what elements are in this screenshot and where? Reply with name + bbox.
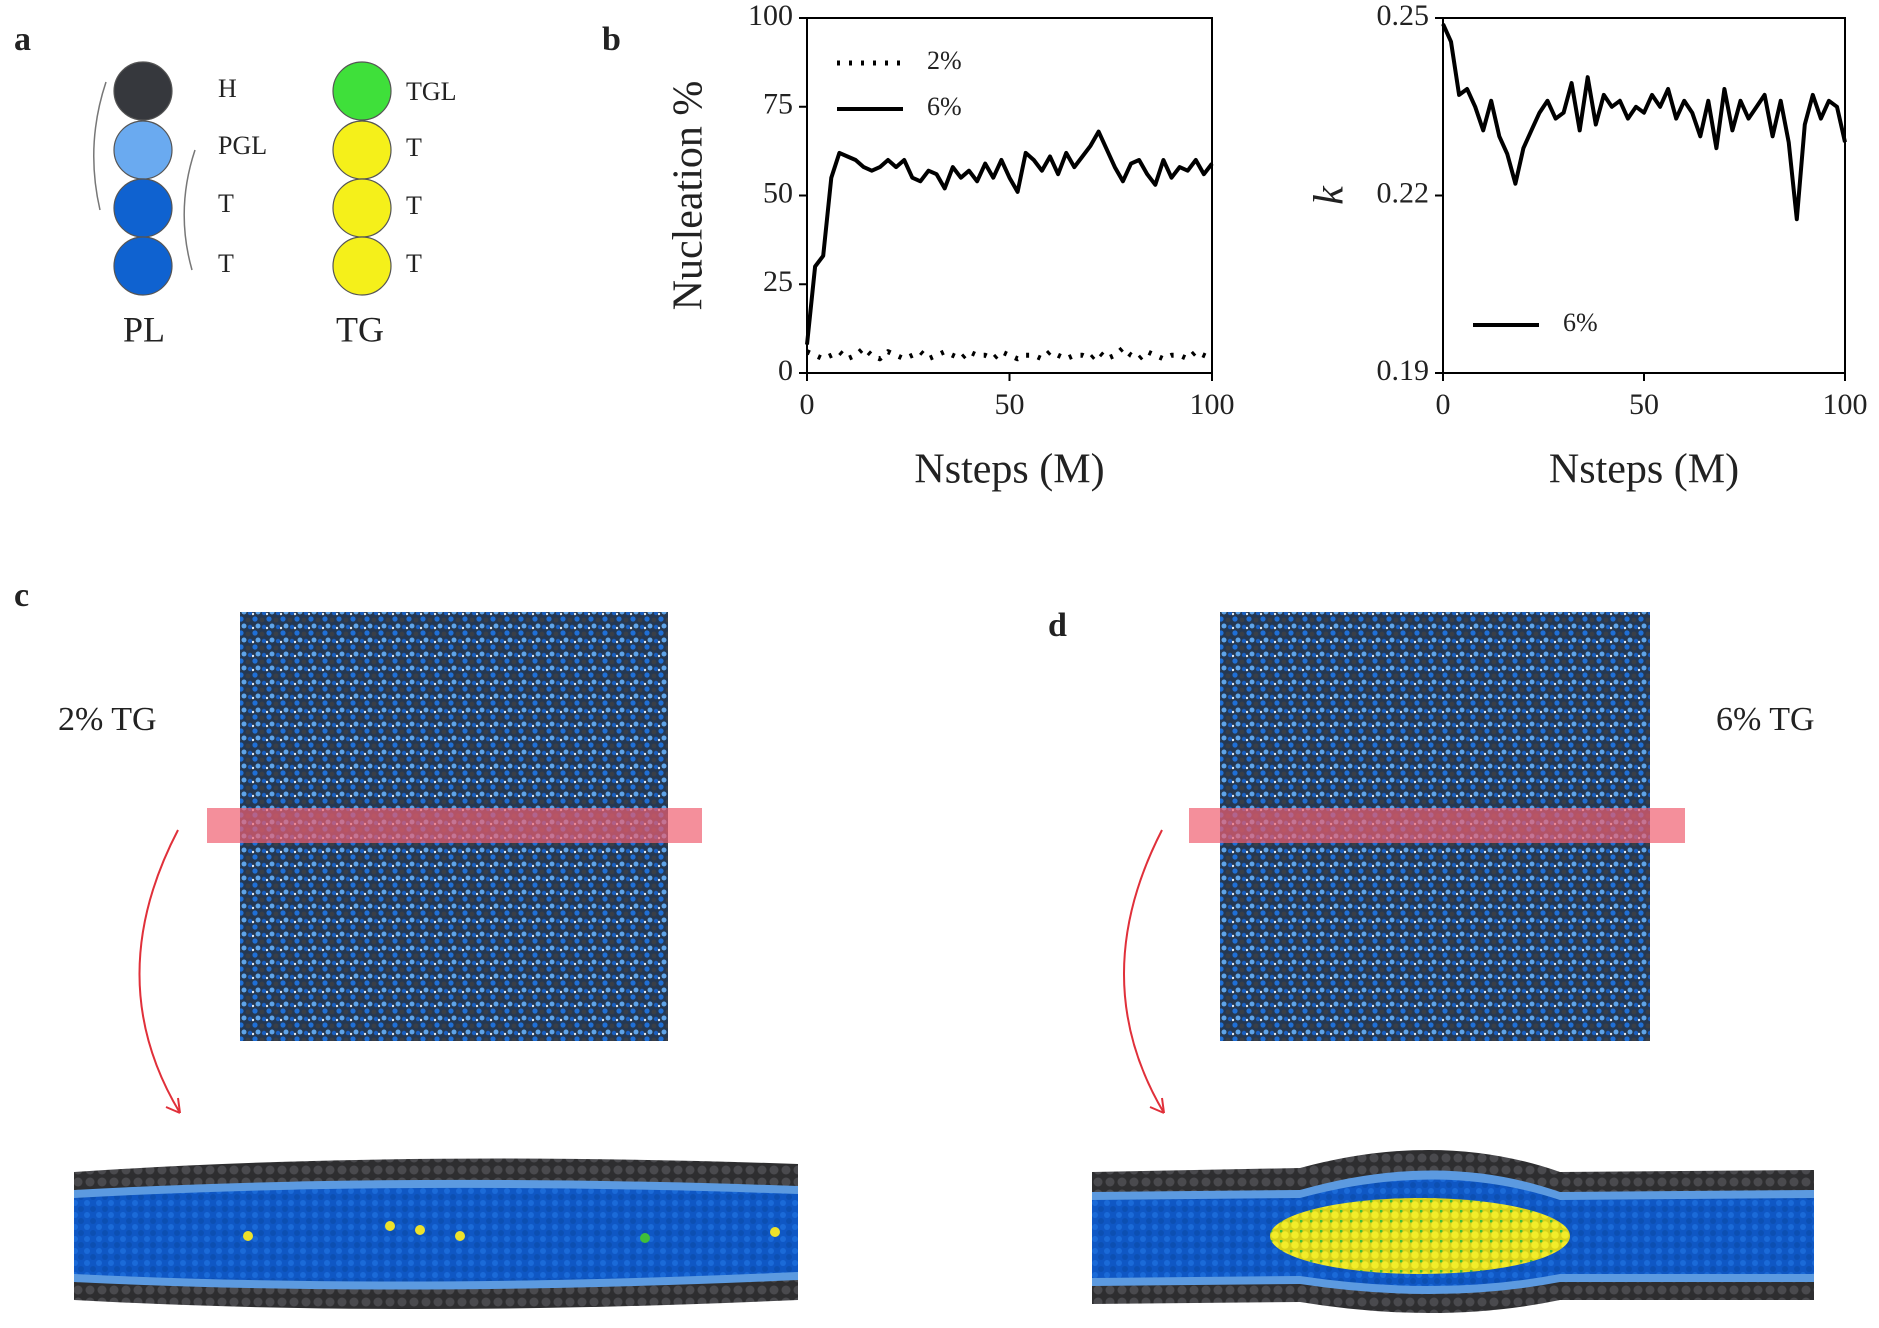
bead-label: TGL	[406, 77, 457, 106]
arrow-head	[1149, 1097, 1165, 1114]
bead-label: T	[218, 189, 234, 218]
plot-frame	[806, 17, 1213, 374]
x-tick-label: 0	[1436, 388, 1451, 421]
panel-label: a	[14, 21, 31, 58]
arrow	[138, 829, 181, 1114]
y-tick-label: 75	[763, 88, 793, 121]
molecule-label: PL	[123, 309, 165, 349]
panel-label: d	[1048, 607, 1067, 644]
slice-band	[207, 808, 702, 843]
y-tick-label: 0.22	[1377, 176, 1430, 209]
y-tick-label: 0.19	[1377, 354, 1430, 387]
bead-label: T	[406, 249, 422, 278]
charts: 0 25 50 75 100 0 50 100 Nsteps (M) Nucleation % 2%…	[666, 0, 1868, 493]
y-tick-label: 25	[763, 265, 793, 298]
bead	[113, 61, 173, 121]
x-tick-label: 50	[995, 388, 1025, 421]
snapshot-side	[1092, 1149, 1814, 1314]
bracket	[183, 149, 196, 271]
series-line	[805, 345, 1213, 362]
series-line	[805, 129, 1214, 345]
x-tick-label: 100	[1823, 388, 1868, 421]
bead	[332, 61, 392, 121]
bead-label: H	[218, 74, 237, 103]
arrow-head	[165, 1097, 181, 1114]
bead-label: T	[406, 133, 422, 162]
schematic	[93, 61, 392, 296]
panel-label: b	[602, 21, 621, 58]
y-tick-label: 0	[778, 354, 793, 387]
x-axis-label: Nsteps (M)	[914, 447, 1104, 493]
bead	[332, 236, 392, 296]
x-tick-label: 0	[800, 388, 815, 421]
legend-label: 6%	[927, 92, 962, 121]
snapshot-side	[74, 1158, 798, 1309]
y-axis-label: k	[1307, 185, 1353, 205]
bracket	[93, 81, 107, 211]
y-axis-label: Nucleation %	[666, 81, 712, 311]
legend-label: 2%	[927, 46, 962, 75]
legend-label: 6%	[1563, 308, 1598, 337]
x-tick-label: 50	[1629, 388, 1659, 421]
x-tick-label: 100	[1190, 388, 1235, 421]
bead-label: T	[218, 249, 234, 278]
bead	[113, 236, 173, 296]
plot-frame	[1442, 17, 1846, 374]
panel-label: c	[14, 577, 29, 614]
series-line	[1441, 23, 1847, 222]
y-tick-label: 100	[748, 0, 793, 32]
bead-label: PGL	[218, 131, 267, 160]
x-axis-label: Nsteps (M)	[1549, 447, 1739, 493]
y-tick-label: 50	[763, 176, 793, 209]
bead-label: T	[406, 191, 422, 220]
snapshot-label: 6% TG	[1716, 701, 1815, 738]
molecule-label: TG	[336, 309, 384, 349]
bead	[113, 120, 173, 180]
y-tick-label: 0.25	[1377, 0, 1430, 32]
bead	[332, 178, 392, 238]
bead	[113, 178, 173, 238]
bead	[332, 120, 392, 180]
slice-band	[1189, 808, 1685, 843]
snapshot-label: 2% TG	[58, 701, 157, 738]
arrow	[1123, 829, 1165, 1114]
